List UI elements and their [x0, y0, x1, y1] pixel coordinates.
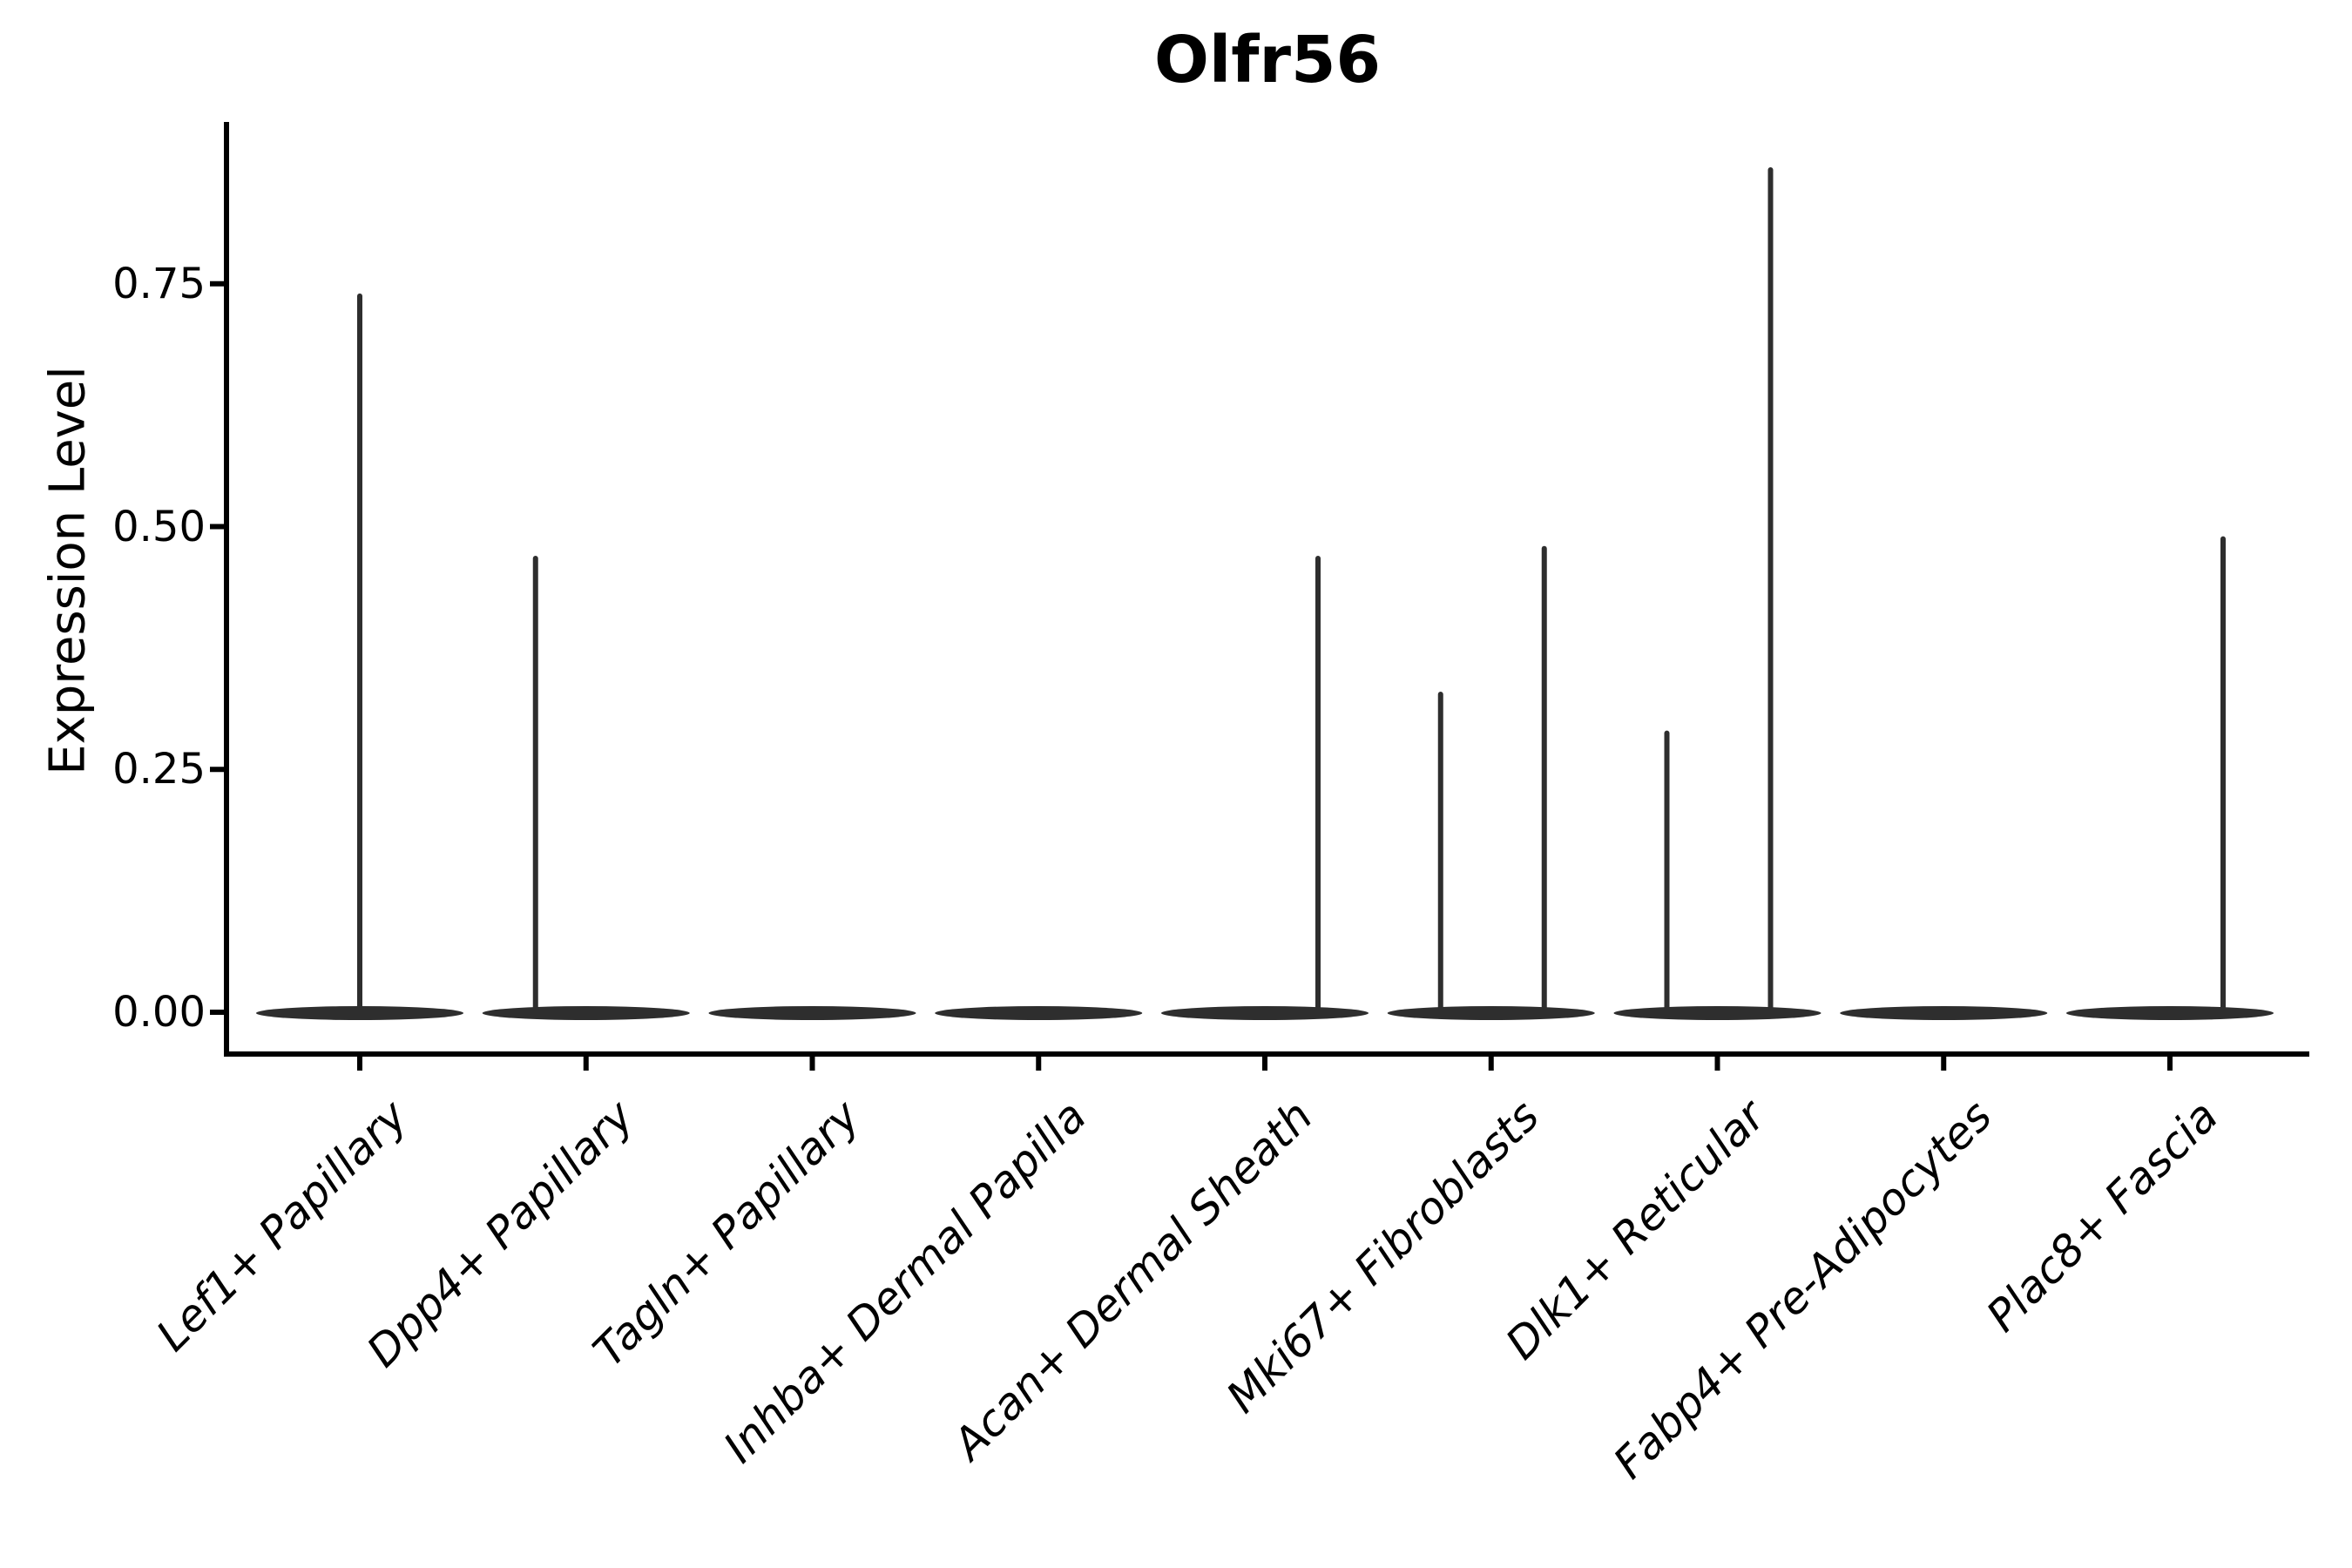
violin-spike: [532, 555, 538, 1017]
violin-body: [1387, 1006, 1595, 1020]
violin-body: [482, 1006, 690, 1020]
violin-spike: [1664, 730, 1670, 1017]
x-tick-mark: [809, 1057, 815, 1071]
violin-spike: [2220, 536, 2226, 1017]
x-tick-mark: [583, 1057, 589, 1071]
x-tick-mark: [1941, 1057, 1947, 1071]
violin-body: [935, 1006, 1143, 1020]
violin-body: [1840, 1006, 2048, 1020]
y-tick-label: 0.25: [112, 745, 206, 794]
x-tick-mark: [2167, 1057, 2173, 1071]
x-tick-mark: [357, 1057, 362, 1071]
y-tick-label: 0.50: [112, 502, 206, 551]
violin-spike: [1541, 545, 1547, 1017]
violin-body: [2066, 1006, 2274, 1020]
plot-title: Olfr56: [1154, 23, 1381, 98]
y-tick-mark: [210, 280, 224, 287]
y-tick-label: 0.00: [112, 988, 206, 1037]
x-tick-mark: [1488, 1057, 1494, 1071]
y-tick-mark: [210, 524, 224, 530]
violin-body: [1161, 1006, 1369, 1020]
x-tick-mark: [1714, 1057, 1720, 1071]
violin-spike: [1315, 555, 1321, 1017]
y-tick-label: 0.75: [112, 259, 206, 308]
y-tick-mark: [210, 1010, 224, 1015]
violin-spike: [357, 293, 362, 1017]
x-tick-mark: [1036, 1057, 1042, 1071]
violin-body: [256, 1006, 463, 1020]
x-axis-spine: [224, 1051, 2309, 1057]
violin-body: [708, 1006, 916, 1020]
violin-body: [1613, 1006, 1821, 1020]
violin-spike: [1767, 166, 1774, 1017]
x-tick-mark: [1262, 1057, 1267, 1071]
violin-spike: [1437, 692, 1443, 1017]
y-tick-mark: [210, 767, 224, 773]
y-axis-spine: [224, 122, 229, 1057]
